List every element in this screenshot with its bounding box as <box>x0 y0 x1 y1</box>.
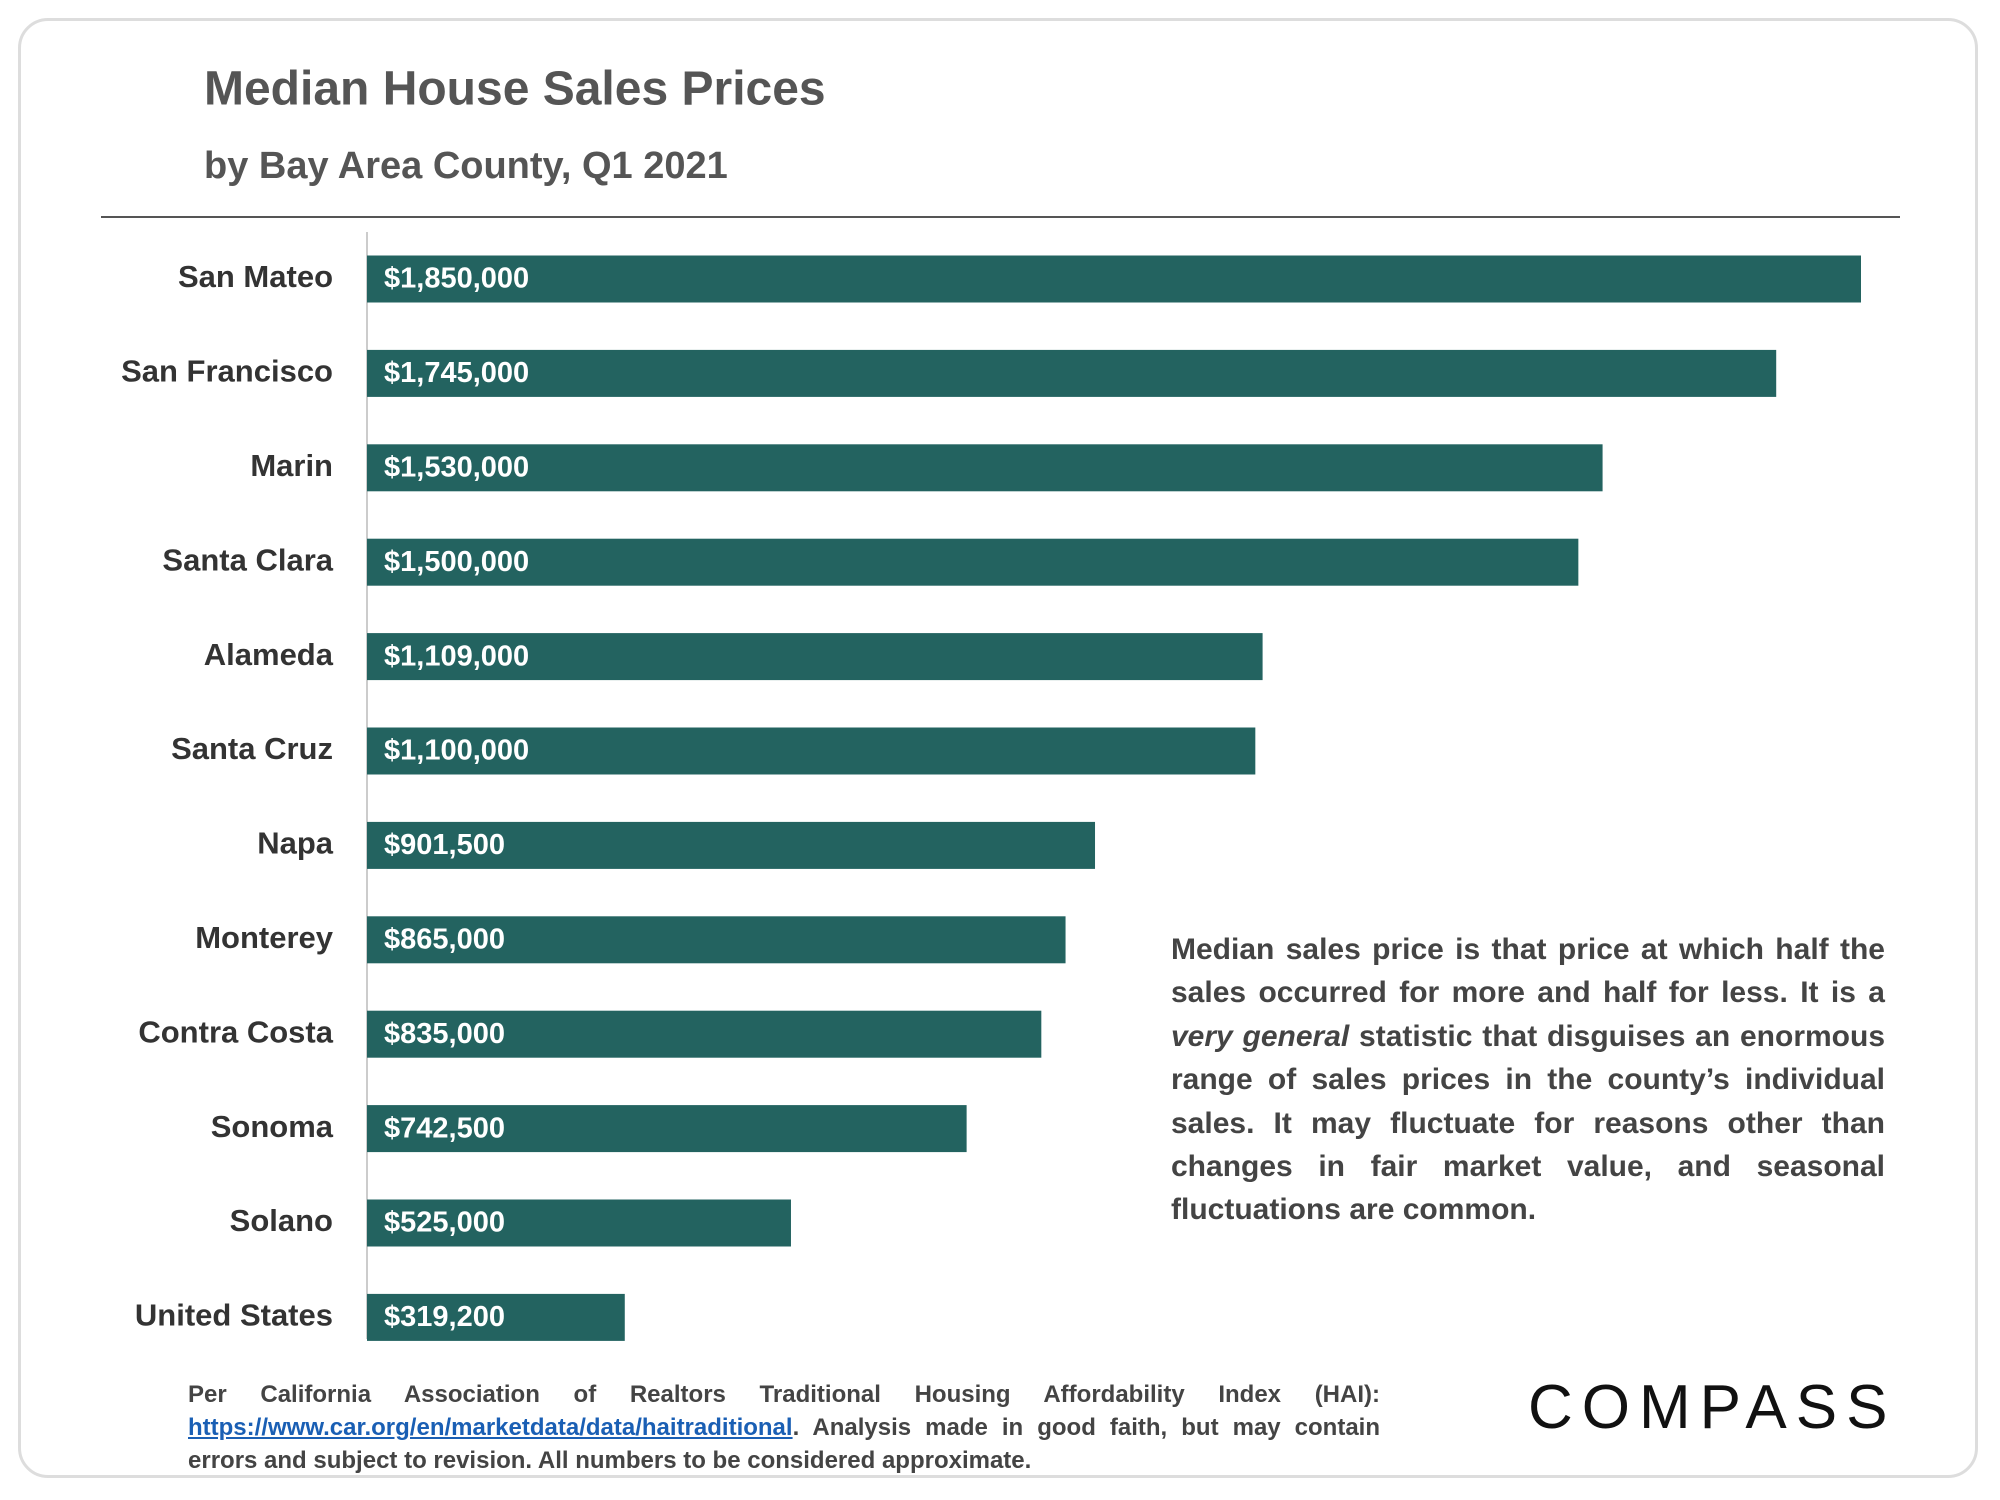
annotation-text: statistic that disguises an enormous ran… <box>1171 1019 1885 1227</box>
bar <box>367 633 1263 681</box>
bar <box>367 1199 791 1247</box>
value-label: $525,000 <box>384 1207 505 1239</box>
value-label: $1,530,000 <box>384 451 529 483</box>
category-label: Sonoma <box>211 1109 334 1144</box>
category-label: Monterey <box>195 920 334 955</box>
value-label: $1,500,000 <box>384 546 529 578</box>
annotation: Median sales price is that price at whic… <box>1171 928 1885 1232</box>
card <box>18 18 1978 1478</box>
bar <box>367 821 1096 869</box>
category-label: Alameda <box>204 637 334 672</box>
bar <box>367 1293 625 1341</box>
category-label: United States <box>135 1298 333 1333</box>
category-label: Solano <box>230 1203 333 1238</box>
value-label: $901,500 <box>384 829 505 861</box>
value-label: $865,000 <box>384 923 505 955</box>
value-label: $319,200 <box>384 1301 505 1333</box>
category-label: Marin <box>250 448 333 483</box>
value-label: $1,745,000 <box>384 357 529 389</box>
category-label: San Mateo <box>178 259 333 294</box>
value-label: $1,109,000 <box>384 640 529 672</box>
bar <box>367 255 1861 303</box>
bar <box>367 538 1579 586</box>
bar <box>367 444 1603 492</box>
value-label: $1,100,000 <box>384 735 529 767</box>
annotation-text: Median sales price is that price at whic… <box>1171 933 1885 1010</box>
bar <box>367 1010 1042 1058</box>
source-link[interactable]: https://www.car.org/en/marketdata/data/h… <box>188 1414 793 1441</box>
value-label: $835,000 <box>384 1018 505 1050</box>
category-label: Santa Cruz <box>171 731 333 766</box>
category-label: Santa Clara <box>162 542 333 577</box>
value-label: $1,850,000 <box>384 263 529 295</box>
chart-title: Median House Sales Prices <box>204 63 826 116</box>
category-label: Napa <box>257 826 334 861</box>
footer-text: . Analysis made in good faith, but may c… <box>188 1414 1380 1474</box>
logo: COMPASS <box>1528 1373 1897 1442</box>
category-label: Contra Costa <box>138 1014 333 1049</box>
bar <box>367 916 1066 964</box>
bar <box>367 1105 967 1153</box>
category-label: San Francisco <box>121 354 333 389</box>
bar <box>367 349 1777 397</box>
footer-text: Per California Association of Realtors T… <box>188 1381 1380 1408</box>
bar <box>367 727 1256 775</box>
value-label: $742,500 <box>384 1112 505 1144</box>
annotation-emphasis: very general <box>1171 1019 1350 1053</box>
footer: Per California Association of Realtors T… <box>188 1378 1380 1477</box>
chart-subtitle: by Bay Area County, Q1 2021 <box>204 145 728 187</box>
